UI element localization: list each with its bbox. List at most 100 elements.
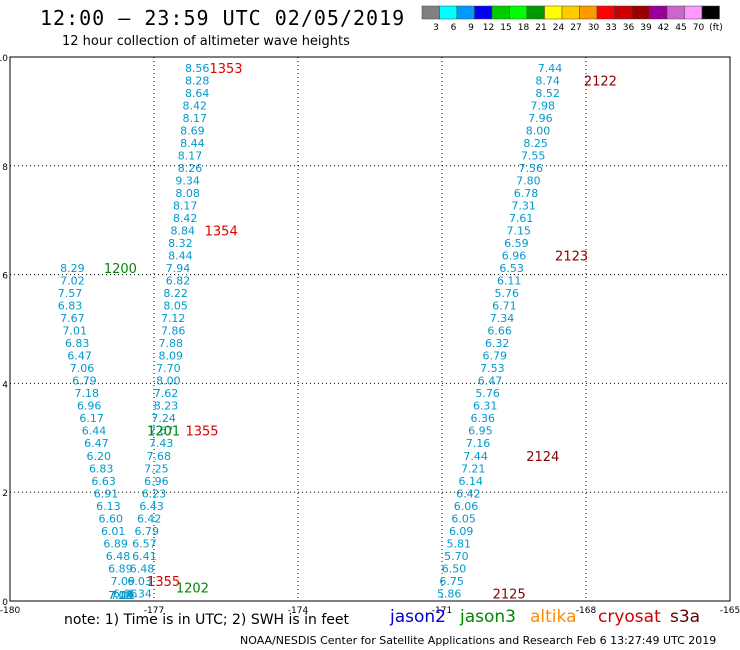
data-point-label: 6.96 bbox=[502, 250, 527, 263]
data-point-label: 7.06 bbox=[70, 362, 95, 375]
data-point-label: 7.03 bbox=[108, 589, 133, 602]
data-point-label: 8.22 bbox=[163, 287, 188, 300]
colorbar-swatch bbox=[649, 5, 668, 20]
data-point-label: 8.23 bbox=[154, 400, 179, 413]
mission-label: jason2 bbox=[390, 607, 446, 627]
data-point-label: 6.17 bbox=[79, 412, 104, 425]
colorbar-swatch bbox=[474, 5, 493, 20]
data-point-label: 6.91 bbox=[94, 487, 119, 500]
data-point-label: 6.41 bbox=[132, 550, 157, 563]
data-point-label: 8.44 bbox=[168, 250, 193, 263]
data-point-label: 6.36 bbox=[471, 412, 496, 425]
data-point-label: 7.55 bbox=[521, 149, 546, 162]
pass-time-label: 1200 bbox=[104, 262, 137, 277]
y-tick-label: 10 bbox=[0, 54, 8, 64]
data-point-label: 8.44 bbox=[180, 137, 205, 150]
data-point-label: 6.59 bbox=[504, 237, 529, 250]
mission-label: s3a bbox=[670, 607, 701, 627]
data-point-label: 7.21 bbox=[461, 462, 486, 475]
pass-time-label: 1355 bbox=[147, 575, 180, 590]
mission-label: cryosat bbox=[598, 607, 661, 627]
data-point-label: 6.66 bbox=[113, 587, 138, 600]
y-tick-label: 6 bbox=[2, 272, 8, 282]
data-point-label: 6.11 bbox=[497, 275, 522, 288]
data-point-label: 7.12 bbox=[161, 312, 186, 325]
data-point-label: 6.53 bbox=[499, 262, 524, 275]
data-point-label: 8.64 bbox=[185, 87, 210, 100]
colorbar-swatch bbox=[614, 5, 633, 20]
data-point-label: 6.83 bbox=[65, 337, 90, 350]
pass-time-label: 1354 bbox=[205, 225, 238, 240]
colorbar-swatch bbox=[491, 5, 510, 20]
data-point-label: 6.89 bbox=[103, 537, 128, 550]
data-point-label: 6.44 bbox=[82, 425, 107, 438]
data-point-label: 7.68 bbox=[147, 450, 172, 463]
y-tick-label: 0 bbox=[2, 598, 8, 608]
data-point-label: 8.28 bbox=[185, 74, 210, 87]
page-subtitle: 12 hour collection of altimeter wave hei… bbox=[62, 34, 350, 49]
data-point-label: 7.24 bbox=[151, 412, 176, 425]
data-point-label: 8.05 bbox=[163, 300, 188, 313]
data-point-label: 5.86 bbox=[437, 587, 462, 600]
data-point-label: 6.47 bbox=[67, 350, 92, 363]
colorbar-swatch bbox=[544, 5, 563, 20]
data-point-label: 6.83 bbox=[89, 462, 114, 475]
data-point-label: 8.42 bbox=[173, 212, 198, 225]
x-tick-label: -168 bbox=[576, 606, 597, 616]
colorbar-label: 27 bbox=[570, 23, 581, 33]
data-point-label: 6.03 bbox=[127, 575, 152, 588]
data-point-label: 8.08 bbox=[175, 187, 200, 200]
x-tick-label: -171 bbox=[432, 606, 452, 616]
footer-credit: NOAA/NESDIS Center for Satellite Applica… bbox=[240, 634, 717, 647]
colorbar-swatch bbox=[701, 5, 720, 20]
data-point-label: 7.43 bbox=[149, 437, 174, 450]
data-point-label: 8.69 bbox=[180, 124, 205, 137]
data-point-label: 6.34 bbox=[127, 587, 152, 600]
colorbar-swatch bbox=[561, 5, 580, 20]
data-point-label: 6.09 bbox=[449, 525, 474, 538]
data-point-label: 7.16 bbox=[466, 437, 491, 450]
data-point-label: 7.98 bbox=[531, 99, 556, 112]
data-point-label: 6.20 bbox=[87, 450, 112, 463]
data-point-label: 6.48 bbox=[106, 550, 131, 563]
pass-time-label: 2123 bbox=[555, 250, 588, 265]
data-point-label: 8.17 bbox=[173, 200, 198, 213]
data-point-label: 6.06 bbox=[454, 500, 479, 513]
data-point-label: 6.23 bbox=[142, 487, 167, 500]
data-point-label: 5.70 bbox=[444, 550, 469, 563]
data-point-label: 8.42 bbox=[183, 99, 208, 112]
data-point-label: 8.26 bbox=[178, 162, 203, 175]
data-point-label: 6.47 bbox=[84, 437, 109, 450]
colorbar-label: 6 bbox=[451, 23, 457, 33]
data-point-label: 6.13 bbox=[96, 500, 121, 513]
data-point-label: 7.62 bbox=[154, 387, 179, 400]
data-point-label: 7.67 bbox=[60, 312, 85, 325]
colorbar-swatch bbox=[684, 5, 703, 20]
data-point-label: 8.32 bbox=[168, 237, 193, 250]
colorbar-label: 21 bbox=[535, 23, 546, 33]
x-tick-label: -180 bbox=[0, 606, 20, 616]
data-point-label: 8.84 bbox=[171, 225, 196, 238]
data-point-label: 7.96 bbox=[528, 112, 553, 125]
data-point-label: 5.76 bbox=[475, 387, 500, 400]
data-point-label: 6.75 bbox=[439, 575, 464, 588]
data-point-label: 8.00 bbox=[526, 124, 551, 137]
colorbar-swatch bbox=[509, 5, 528, 20]
colorbar-label: 36 bbox=[623, 23, 635, 33]
pass-time-label: 2122 bbox=[584, 74, 617, 89]
data-point-label: 7.34 bbox=[490, 312, 515, 325]
colorbar-swatch bbox=[421, 5, 440, 20]
y-tick-label: 2 bbox=[2, 489, 8, 499]
data-point-label: 6.05 bbox=[451, 512, 476, 525]
colorbar-label: 9 bbox=[468, 23, 474, 33]
pass-time-label: 2124 bbox=[526, 450, 559, 465]
pass-time-label: 1353 bbox=[209, 62, 242, 77]
mission-label: jason3 bbox=[460, 607, 516, 627]
data-point-label: 6.83 bbox=[58, 300, 83, 313]
data-point-label: 7.15 bbox=[507, 225, 532, 238]
data-point-label: 6.95 bbox=[468, 425, 493, 438]
mission-label: altika bbox=[530, 607, 577, 627]
colorbar-label: 39 bbox=[640, 23, 652, 33]
data-point-label: 7.31 bbox=[511, 200, 536, 213]
colorbar-label: 70 bbox=[693, 23, 705, 33]
